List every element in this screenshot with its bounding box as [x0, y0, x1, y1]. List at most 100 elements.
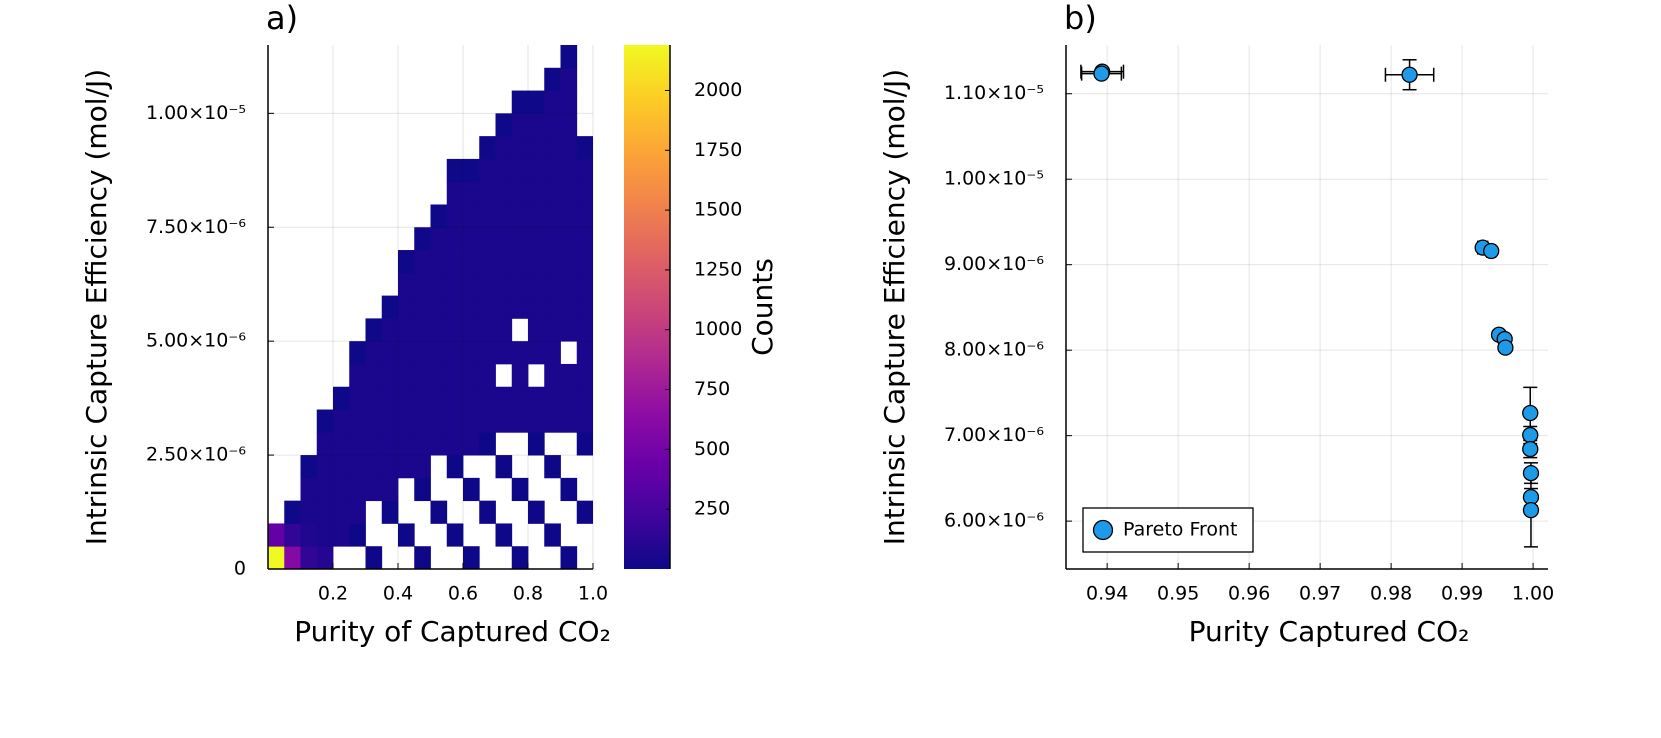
colorbar-tick-label: 500	[694, 438, 730, 460]
heatmap-cell	[446, 409, 464, 433]
heatmap-cell	[495, 158, 513, 183]
heatmap-cell	[544, 409, 561, 433]
heatmap-cell	[495, 113, 513, 137]
y-tick-label: 5.00×10⁻⁶	[146, 330, 246, 352]
heatmap-cell	[544, 136, 561, 160]
heatmap-cell	[511, 181, 529, 205]
heatmap-cell	[381, 386, 399, 410]
heatmap-cell	[560, 386, 578, 410]
heatmap-cell	[446, 318, 464, 342]
heatmap-cell	[398, 341, 415, 365]
heatmap-cell	[479, 181, 496, 205]
heatmap-cell	[365, 318, 383, 342]
y-tick-label: 7.50×10⁻⁶	[146, 216, 246, 238]
heatmap-cell	[528, 181, 545, 205]
point	[1093, 65, 1110, 82]
heatmap-cell	[430, 272, 448, 297]
colorbar-tick-label: 1750	[694, 139, 742, 161]
heatmap-cell	[316, 500, 334, 524]
heatmap-cell	[576, 272, 593, 297]
heatmap-cell	[511, 386, 529, 410]
heatmap-cell	[544, 318, 561, 342]
heatmap-cell	[284, 500, 301, 524]
heatmap-cell	[446, 341, 464, 365]
heatmap-cell	[511, 477, 529, 502]
heatmap-cell	[349, 409, 366, 433]
heatmap-cell	[463, 227, 480, 251]
heatmap-cell	[560, 67, 578, 91]
heatmap-cell	[349, 432, 366, 456]
heatmap-cell	[414, 546, 431, 569]
heatmap-cell	[381, 477, 399, 502]
heatmap-cell	[544, 523, 561, 547]
heatmap-cell	[414, 227, 431, 251]
heatmap-cell	[544, 67, 561, 91]
x-tick-label: 0.4	[383, 583, 413, 605]
heatmap-cell	[511, 204, 529, 228]
point	[1497, 339, 1514, 356]
heatmap-cell	[398, 295, 415, 319]
heatmap-cell	[495, 136, 513, 160]
heatmap-cell	[463, 318, 480, 342]
heatmap-cell	[528, 432, 545, 456]
heatmap-cell	[414, 386, 431, 410]
heatmap-cell	[560, 272, 578, 297]
heatmap-cell	[446, 363, 464, 388]
heatmap-cell	[430, 227, 448, 251]
x-tick-label: 0.95	[1157, 583, 1199, 605]
heatmap-cell	[463, 295, 480, 319]
colorbar	[624, 45, 670, 569]
heatmap-cell	[528, 158, 545, 183]
heatmap-cell	[268, 523, 285, 547]
heatmap-cell	[333, 386, 350, 410]
heatmap-cell	[560, 318, 578, 342]
heatmap-cell	[381, 500, 399, 524]
heatmap-cell	[544, 204, 561, 228]
heatmap-cell	[495, 204, 513, 228]
heatmap-cell	[446, 158, 464, 183]
heatmap-cell	[381, 455, 399, 479]
point	[1522, 501, 1540, 519]
heatmap-cell	[463, 250, 480, 274]
heatmap-cell	[430, 363, 448, 388]
heatmap-cell	[544, 295, 561, 319]
heatmap-cell	[446, 432, 464, 456]
heatmap-cell	[576, 386, 593, 410]
heatmap-cell	[381, 363, 399, 388]
heatmap-cell	[316, 432, 334, 456]
heatmap-cell	[511, 363, 529, 388]
heatmap-cell	[528, 295, 545, 319]
y-axis-label: Intrinsic Capture Efficiency (mol/J)	[80, 69, 113, 545]
heatmap-cell	[495, 181, 513, 205]
heatmap-cell	[446, 250, 464, 274]
x-tick-label: 0.98	[1370, 583, 1412, 605]
heatmap-cell	[398, 363, 415, 388]
y-axis-label: Intrinsic Capture Efficiency (mol/J)	[878, 69, 911, 545]
heatmap-cell	[528, 90, 545, 114]
heatmap-cell	[479, 227, 496, 251]
heatmap-cell	[528, 341, 545, 365]
heatmap-cell	[333, 500, 350, 524]
heatmap-cell	[544, 158, 561, 183]
heatmap-cell	[576, 136, 593, 160]
x-axis-label: Purity Captured CO₂	[1189, 615, 1470, 648]
colorbar-tick-label: 2000	[694, 79, 742, 101]
heatmap-cell	[430, 318, 448, 342]
heatmap-cell	[300, 455, 318, 479]
point	[1401, 66, 1418, 83]
heatmap-cell	[511, 295, 529, 319]
heatmap-cell	[576, 363, 593, 388]
heatmap-cell	[511, 227, 529, 251]
heatmap-cell	[495, 409, 513, 433]
heatmap-cell	[398, 250, 415, 274]
heatmap-cell	[528, 500, 545, 524]
heatmap-cell	[463, 477, 480, 502]
x-tick-label: 0.97	[1299, 583, 1341, 605]
heatmap-cell	[576, 500, 593, 524]
heatmap-cell	[284, 523, 301, 547]
heatmap-cell	[333, 455, 350, 479]
heatmap-cell	[576, 295, 593, 319]
heatmap-cell	[479, 158, 496, 183]
heatmap-cell	[511, 158, 529, 183]
